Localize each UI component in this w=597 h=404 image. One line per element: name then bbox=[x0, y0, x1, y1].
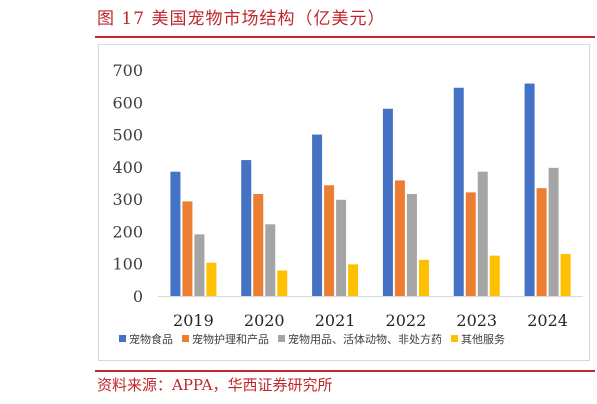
legend-label-2: 宠物护理和产品 bbox=[192, 332, 269, 346]
chart-frame bbox=[98, 44, 590, 361]
bar-2022-series-4 bbox=[418, 259, 429, 296]
y-tick-label: 500 bbox=[112, 126, 143, 145]
x-tick-label: 2021 bbox=[315, 311, 356, 330]
bar-2024-series-4 bbox=[560, 254, 571, 296]
bar-2021-series-3 bbox=[336, 199, 347, 296]
x-tick-label: 2019 bbox=[173, 311, 214, 330]
y-tick-label: 700 bbox=[112, 61, 143, 80]
bar-2022-series-3 bbox=[406, 193, 417, 296]
x-tick-label: 2022 bbox=[386, 311, 427, 330]
bar-2019-series-2 bbox=[182, 201, 193, 296]
y-tick-label: 200 bbox=[112, 222, 143, 241]
legend-swatch-1 bbox=[119, 335, 126, 342]
bar-2020-series-2 bbox=[253, 193, 264, 296]
bar-2020-series-4 bbox=[277, 270, 288, 296]
bar-2023-series-4 bbox=[489, 255, 500, 296]
bar-2021-series-1 bbox=[312, 134, 323, 296]
legend-label-3: 宠物用品、活体动物、非处方药 bbox=[288, 332, 442, 346]
title-rule bbox=[95, 36, 595, 38]
y-tick-label: 400 bbox=[112, 158, 143, 177]
figure-title: 图 17 美国宠物市场结构（亿美元） bbox=[97, 9, 386, 29]
bar-2023-series-2 bbox=[465, 192, 476, 296]
legend-label-4: 其他服务 bbox=[461, 333, 505, 346]
bar-2024-series-3 bbox=[548, 167, 559, 296]
bar-2023-series-1 bbox=[453, 87, 464, 296]
x-tick-label: 2020 bbox=[244, 311, 285, 330]
bar-2021-series-4 bbox=[348, 264, 359, 296]
y-tick-label: 600 bbox=[112, 93, 143, 112]
bar-2019-series-4 bbox=[206, 262, 217, 296]
bar-2020-series-3 bbox=[265, 224, 276, 296]
legend-swatch-2 bbox=[182, 335, 189, 342]
bar-2024-series-1 bbox=[524, 83, 535, 296]
legend-swatch-4 bbox=[451, 335, 458, 342]
x-tick-label: 2024 bbox=[527, 311, 568, 330]
x-tick-label: 2023 bbox=[456, 311, 497, 330]
legend-swatch-3 bbox=[278, 335, 285, 342]
bar-2021-series-2 bbox=[324, 185, 335, 296]
source-note: 资料来源：APPA，华西证券研究所 bbox=[97, 376, 333, 394]
y-tick-label: 0 bbox=[133, 287, 143, 306]
bar-2019-series-1 bbox=[170, 171, 181, 296]
bar-2022-series-1 bbox=[382, 108, 393, 296]
bar-2020-series-1 bbox=[241, 160, 252, 296]
bar-2023-series-3 bbox=[477, 171, 488, 296]
y-tick-label: 300 bbox=[112, 190, 143, 209]
source-rule bbox=[95, 370, 595, 372]
bar-2022-series-2 bbox=[394, 180, 405, 296]
legend-label-1: 宠物食品 bbox=[129, 332, 173, 346]
bar-2019-series-3 bbox=[194, 234, 205, 296]
y-tick-label: 100 bbox=[112, 255, 143, 274]
bar-2024-series-2 bbox=[536, 188, 547, 296]
